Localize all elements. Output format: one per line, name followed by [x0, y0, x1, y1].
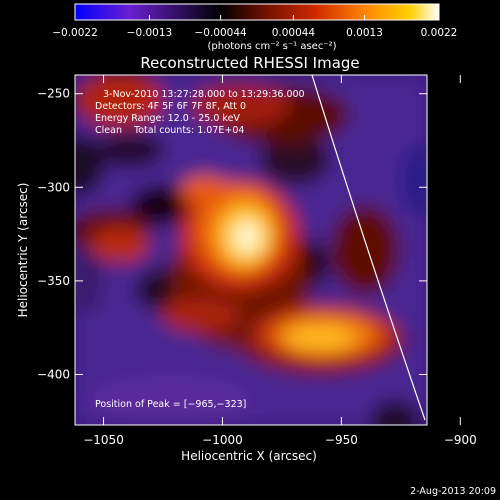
y-tick-label: −250	[37, 87, 70, 101]
solar-limb	[311, 75, 426, 421]
colorbar	[74, 3, 440, 21]
y-axis-label: Heliocentric Y (arcsec)	[16, 183, 30, 318]
colorbar-tick-label: −0.0022	[52, 27, 98, 39]
plot-frame	[74, 74, 428, 426]
annotation-time: 3-Nov-2010 13:27:28.000 to 13:29:36.000	[103, 89, 305, 100]
x-tick-label: −1000	[202, 433, 243, 447]
x-tick-label: −1050	[83, 433, 124, 447]
y-tick-label: −300	[37, 180, 70, 194]
peak-position-label: Position of Peak = [−965,−323]	[95, 399, 246, 410]
colorbar-ticks: −0.0022 −0.0013 −0.00044 0.00044 0.0013 0.002…	[52, 15, 457, 39]
generation-date: 2-Aug-2013 20:09	[410, 486, 496, 497]
colorbar-tick-label: 0.0022	[421, 27, 458, 39]
x-axis-label: Heliocentric X (arcsec)	[181, 449, 317, 463]
chart-title: Reconstructed RHESSI Image	[140, 54, 359, 72]
y-tick-label: −400	[37, 367, 70, 381]
annotation-detectors: Detectors: 4F 5F 6F 7F 8F, Att 0	[95, 101, 246, 112]
x-tick-label: −950	[325, 433, 358, 447]
colorbar-tick-label: 0.00044	[272, 27, 316, 39]
colorbar-tick-label: −0.00044	[194, 27, 247, 39]
annotation-clean: Clean Total counts: 1.07E+04	[95, 125, 244, 136]
colorbar-tick-label: −0.0013	[127, 27, 173, 39]
axis-ticks: −1050 −1000 −950 −900 −250 −300 −350 −400	[37, 75, 477, 447]
y-tick-label: −350	[37, 274, 70, 288]
x-tick-label: −900	[444, 433, 477, 447]
annotation-energy: Energy Range: 12.0 - 25.0 keV	[95, 113, 240, 124]
colorbar-units: (photons cm⁻² s⁻¹ asec⁻²)	[207, 41, 336, 52]
emission-map	[75, 75, 427, 425]
colorbar-tick-label: 0.0013	[346, 27, 383, 39]
